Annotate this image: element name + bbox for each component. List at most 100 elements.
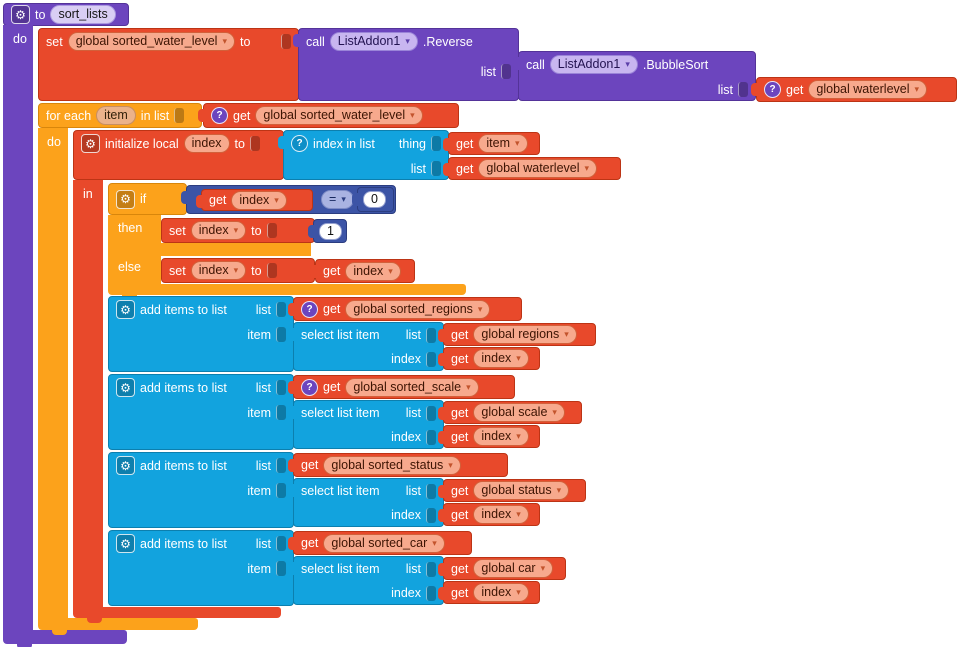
mutator-gear-icon[interactable]: [116, 300, 135, 319]
variable-dropdown-item[interactable]: item: [478, 134, 528, 153]
variable-dropdown-sorted-scale[interactable]: global sorted_scale: [345, 377, 479, 397]
method-label: .BubbleSort: [642, 57, 709, 72]
local-name-field[interactable]: index: [183, 134, 230, 153]
foreach-bottom-bar: [38, 618, 198, 635]
get-scale-block[interactable]: get global scale: [438, 401, 582, 424]
mutator-gear-icon[interactable]: [116, 456, 135, 475]
variable-dropdown-index[interactable]: index: [345, 261, 401, 281]
variable-dropdown-index[interactable]: index: [190, 221, 247, 240]
get-sorted-car-block[interactable]: get global sorted_car: [288, 531, 472, 555]
index-in-list-block[interactable]: index in list thing list: [278, 130, 449, 180]
select-list-item-block[interactable]: select list item list index: [288, 478, 444, 527]
call-bubblesort-block[interactable]: call ListAddon1 .BubbleSort list: [513, 51, 756, 101]
select-list-item-block[interactable]: select list item list index: [288, 322, 444, 371]
to-label: to: [251, 263, 262, 278]
variable-dropdown-index[interactable]: index: [473, 505, 529, 524]
number-field[interactable]: 1: [319, 222, 342, 240]
warning-icon[interactable]: [764, 81, 781, 98]
add-items-block[interactable]: add items to list list item: [108, 530, 294, 606]
set-index-else-block[interactable]: set index to: [161, 258, 315, 283]
get-index-else-block[interactable]: get index: [310, 259, 415, 283]
call-reverse-block[interactable]: call ListAddon1 .Reverse list: [293, 28, 519, 101]
get-waterlevel-block[interactable]: get global waterlevel: [751, 77, 957, 102]
procedure-block-header[interactable]: to sort_lists: [3, 3, 129, 26]
variable-dropdown-index[interactable]: index: [473, 583, 529, 602]
variable-dropdown-waterlevel[interactable]: global waterlevel: [478, 159, 598, 178]
get-sorted-water-level-block[interactable]: get global sorted_water_level: [198, 103, 459, 128]
variable-dropdown-sorted-status[interactable]: global sorted_status: [323, 455, 461, 475]
mutator-gear-icon[interactable]: [81, 134, 100, 153]
equals-operator-dropdown[interactable]: =: [321, 190, 354, 209]
value-socket: [426, 507, 436, 523]
set-index-then-block[interactable]: set index to: [161, 218, 315, 243]
component-dropdown[interactable]: ListAddon1: [549, 55, 638, 74]
then-label: then: [118, 221, 143, 235]
variable-dropdown-sorted-regions[interactable]: global sorted_regions: [345, 299, 491, 319]
add-items-label: add items to list: [140, 536, 227, 551]
get-index-block[interactable]: get index: [438, 425, 540, 448]
else-label: else: [118, 260, 141, 274]
variable-dropdown-sorted-water-level[interactable]: global sorted_water_level: [67, 32, 235, 51]
get-index-block[interactable]: get index: [438, 347, 540, 370]
variable-dropdown-sorted-water-level[interactable]: global sorted_water_level: [255, 106, 423, 125]
variable-dropdown-index[interactable]: index: [190, 261, 247, 280]
get-index-block[interactable]: get index: [438, 503, 540, 526]
warning-icon[interactable]: [301, 378, 318, 396]
list-label: list: [405, 406, 421, 420]
initialize-local-block[interactable]: initialize local index to: [73, 130, 284, 180]
value-socket: [249, 136, 260, 151]
index-label: index: [391, 352, 421, 366]
variable-dropdown-regions[interactable]: global regions: [473, 325, 577, 344]
get-regions-block[interactable]: get global regions: [438, 323, 596, 346]
get-car-block[interactable]: get global car: [438, 557, 566, 580]
if-block-header[interactable]: if: [108, 183, 187, 215]
select-list-item-block[interactable]: select list item list index: [288, 556, 444, 605]
get-label: get: [323, 302, 341, 316]
get-index-block[interactable]: get index: [438, 581, 540, 604]
variable-dropdown-status[interactable]: global status: [473, 481, 570, 500]
foreach-left-wall: do: [38, 128, 68, 618]
get-sorted-scale-block[interactable]: get global sorted_scale: [288, 375, 515, 399]
get-label: get: [456, 136, 474, 151]
mutator-gear-icon[interactable]: [116, 189, 135, 209]
number-field[interactable]: 0: [363, 191, 386, 208]
variable-dropdown-index[interactable]: index: [473, 349, 529, 368]
component-dropdown[interactable]: ListAddon1: [329, 32, 418, 51]
get-index-block[interactable]: get index: [196, 189, 313, 211]
variable-dropdown-index[interactable]: index: [473, 427, 529, 446]
get-sorted-regions-block[interactable]: get global sorted_regions: [288, 297, 522, 321]
warning-icon[interactable]: [301, 300, 318, 318]
warning-icon[interactable]: [211, 107, 228, 124]
set-label: set: [46, 34, 63, 49]
value-socket: [426, 483, 436, 499]
mutator-gear-icon[interactable]: [116, 378, 135, 397]
add-items-block[interactable]: add items to list list item: [108, 296, 294, 372]
number-block-one[interactable]: 1: [308, 219, 347, 243]
set-label: set: [169, 263, 186, 278]
get-waterlevel-list-block[interactable]: get global waterlevel: [443, 157, 621, 180]
select-list-item-label: select list item: [301, 406, 380, 420]
number-block-zero[interactable]: 0: [352, 187, 394, 212]
warning-icon[interactable]: [291, 135, 308, 152]
variable-dropdown-sorted-car[interactable]: global sorted_car: [323, 533, 445, 553]
mutator-gear-icon[interactable]: [116, 534, 135, 553]
foreach-block-header[interactable]: for each item in list: [38, 103, 202, 128]
index-label: index: [391, 508, 421, 522]
mutator-gear-icon[interactable]: [11, 5, 30, 24]
get-item-block[interactable]: get item: [443, 132, 540, 155]
set-sorted-water-level-block[interactable]: set global sorted_water_level to: [38, 28, 299, 101]
get-label: get: [451, 405, 469, 420]
variable-dropdown-scale[interactable]: global scale: [473, 403, 565, 422]
get-status-block[interactable]: get global status: [438, 479, 586, 502]
value-socket: [431, 136, 441, 151]
procedure-name-field[interactable]: sort_lists: [50, 5, 116, 24]
select-list-item-label: select list item: [301, 328, 380, 342]
add-items-block[interactable]: add items to list list item: [108, 374, 294, 450]
variable-dropdown-car[interactable]: global car: [473, 559, 554, 578]
get-sorted-status-block[interactable]: get global sorted_status: [288, 453, 508, 477]
select-list-item-block[interactable]: select list item list index: [288, 400, 444, 449]
variable-dropdown-waterlevel[interactable]: global waterlevel: [808, 80, 928, 99]
foreach-item-field[interactable]: item: [96, 106, 136, 125]
variable-dropdown-index[interactable]: index: [231, 190, 287, 210]
add-items-block[interactable]: add items to list list item: [108, 452, 294, 528]
